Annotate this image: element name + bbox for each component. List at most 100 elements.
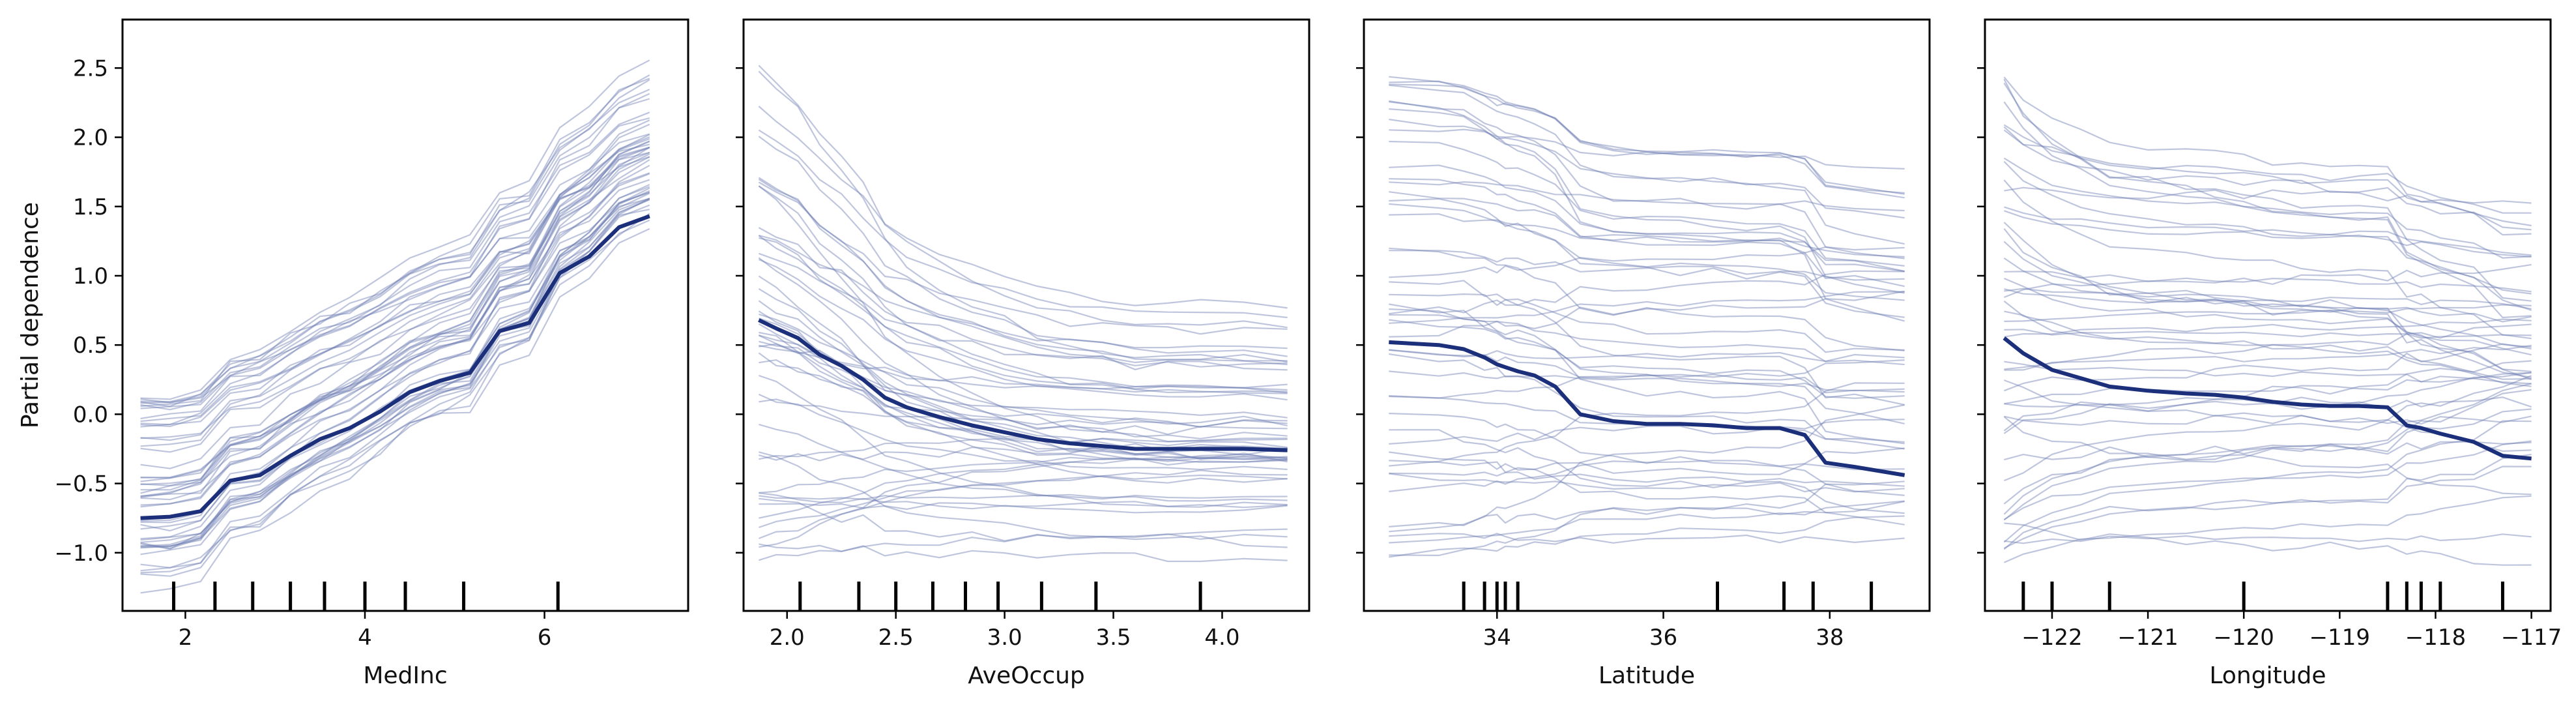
ice-line [758, 178, 1288, 363]
axes-frame [1363, 18, 1931, 612]
ice-line [1389, 533, 1905, 544]
plot-area [2003, 76, 2532, 566]
ice-line [758, 323, 1288, 461]
ice-line [2003, 440, 2532, 520]
ice-line [2003, 257, 2532, 348]
ice-line [2004, 206, 2532, 256]
ice-line [140, 156, 650, 482]
ice-line [758, 235, 1288, 391]
ice-line [140, 179, 650, 479]
ice-line [759, 492, 1288, 514]
ice-line [2004, 344, 2532, 371]
ice-line [140, 140, 650, 524]
ice-line [140, 186, 650, 547]
x-tick-label: −118 [2405, 625, 2466, 651]
ice-line [140, 199, 650, 594]
ice-line [2004, 361, 2532, 385]
ice-line [2004, 396, 2532, 412]
y-tick-label: 0.0 [73, 402, 108, 428]
ice-line [1389, 501, 1905, 527]
y-tick-label: −0.5 [54, 471, 108, 497]
ice-line [2003, 495, 2532, 563]
ice-line [758, 177, 1288, 366]
x-axis-label: Longitude [2209, 662, 2326, 689]
ice-line [140, 79, 650, 407]
ice-line [759, 456, 1288, 494]
ice-line [758, 129, 1288, 319]
ice-line [1389, 419, 1905, 445]
ice-line [759, 437, 1288, 460]
ice-line [2004, 288, 2532, 323]
ice-line [758, 227, 1288, 371]
ice-line [140, 136, 650, 441]
ice-line [758, 334, 1288, 466]
ice-line [2003, 76, 2532, 236]
x-tick-label: −117 [2501, 625, 2562, 651]
ice-line [759, 528, 1288, 561]
ice-line [1389, 382, 1905, 467]
ice-line [759, 318, 1288, 460]
ice-line [1389, 108, 1905, 294]
ice-line [2003, 420, 2532, 543]
x-axis-label: AveOccup [968, 662, 1085, 689]
ice-line [1389, 101, 1905, 322]
ice-line [2003, 129, 2532, 214]
ice-line [758, 106, 1288, 309]
ice-line [140, 192, 650, 532]
ice-line [1389, 359, 1905, 399]
ice-line [2004, 318, 2532, 338]
ice-line [140, 119, 650, 498]
ice-line [2003, 408, 2532, 505]
ice-line [2003, 228, 2532, 379]
ice-line [2003, 466, 2532, 549]
ice-line [759, 423, 1288, 502]
ice-line [2004, 323, 2532, 370]
ice-line [140, 140, 650, 508]
ice-line [2003, 454, 2532, 550]
ice-line [1389, 164, 1905, 273]
ice-line [2003, 263, 2532, 299]
ice-line [2003, 301, 2532, 387]
ice-line [758, 393, 1288, 471]
ice-line [1389, 128, 1905, 170]
x-tick-label: 3.0 [987, 625, 1022, 651]
ice-line [1389, 291, 1905, 324]
ice-line [758, 70, 1288, 362]
ice-line [2004, 329, 2532, 340]
x-tick-label: 4 [358, 625, 372, 651]
ice-line [758, 65, 1288, 329]
ice-line [140, 143, 650, 404]
ice-line [1389, 515, 1905, 558]
ice-line [2003, 241, 2532, 372]
ice-line [759, 374, 1288, 509]
ice-line [140, 159, 650, 439]
ice-line [759, 451, 1288, 540]
ice-line [1389, 460, 1905, 475]
ice-line [2003, 78, 2532, 319]
ice-line [759, 344, 1288, 394]
ice-line [759, 456, 1288, 548]
y-axis-label: Partial dependence [17, 202, 44, 428]
ice-line [1389, 83, 1905, 194]
ice-line [1389, 213, 1905, 258]
ice-line [140, 219, 650, 549]
panel-medinc: 2 4 6 −1.0 −0.5 0.0 0.5 1.0 1.5 2.0 2.5 MedInc Parti… [17, 18, 689, 689]
x-tick-label: 2.0 [770, 625, 805, 651]
ice-line [1389, 395, 1905, 443]
ice-line [140, 93, 650, 447]
ice-line [140, 172, 650, 494]
ice-line [1389, 140, 1905, 267]
ice-line [140, 198, 650, 555]
ice-line [1389, 451, 1905, 525]
plot-area [1389, 76, 1905, 558]
ice-line [140, 153, 650, 506]
ice-line [140, 147, 650, 428]
ice-line [140, 134, 650, 453]
ice-line [759, 474, 1288, 529]
ice-line [759, 343, 1288, 390]
ice-line [758, 136, 1288, 357]
ice-line [140, 138, 650, 497]
ice-line [140, 78, 650, 426]
ice-line [140, 198, 650, 530]
ice-line [758, 300, 1288, 449]
